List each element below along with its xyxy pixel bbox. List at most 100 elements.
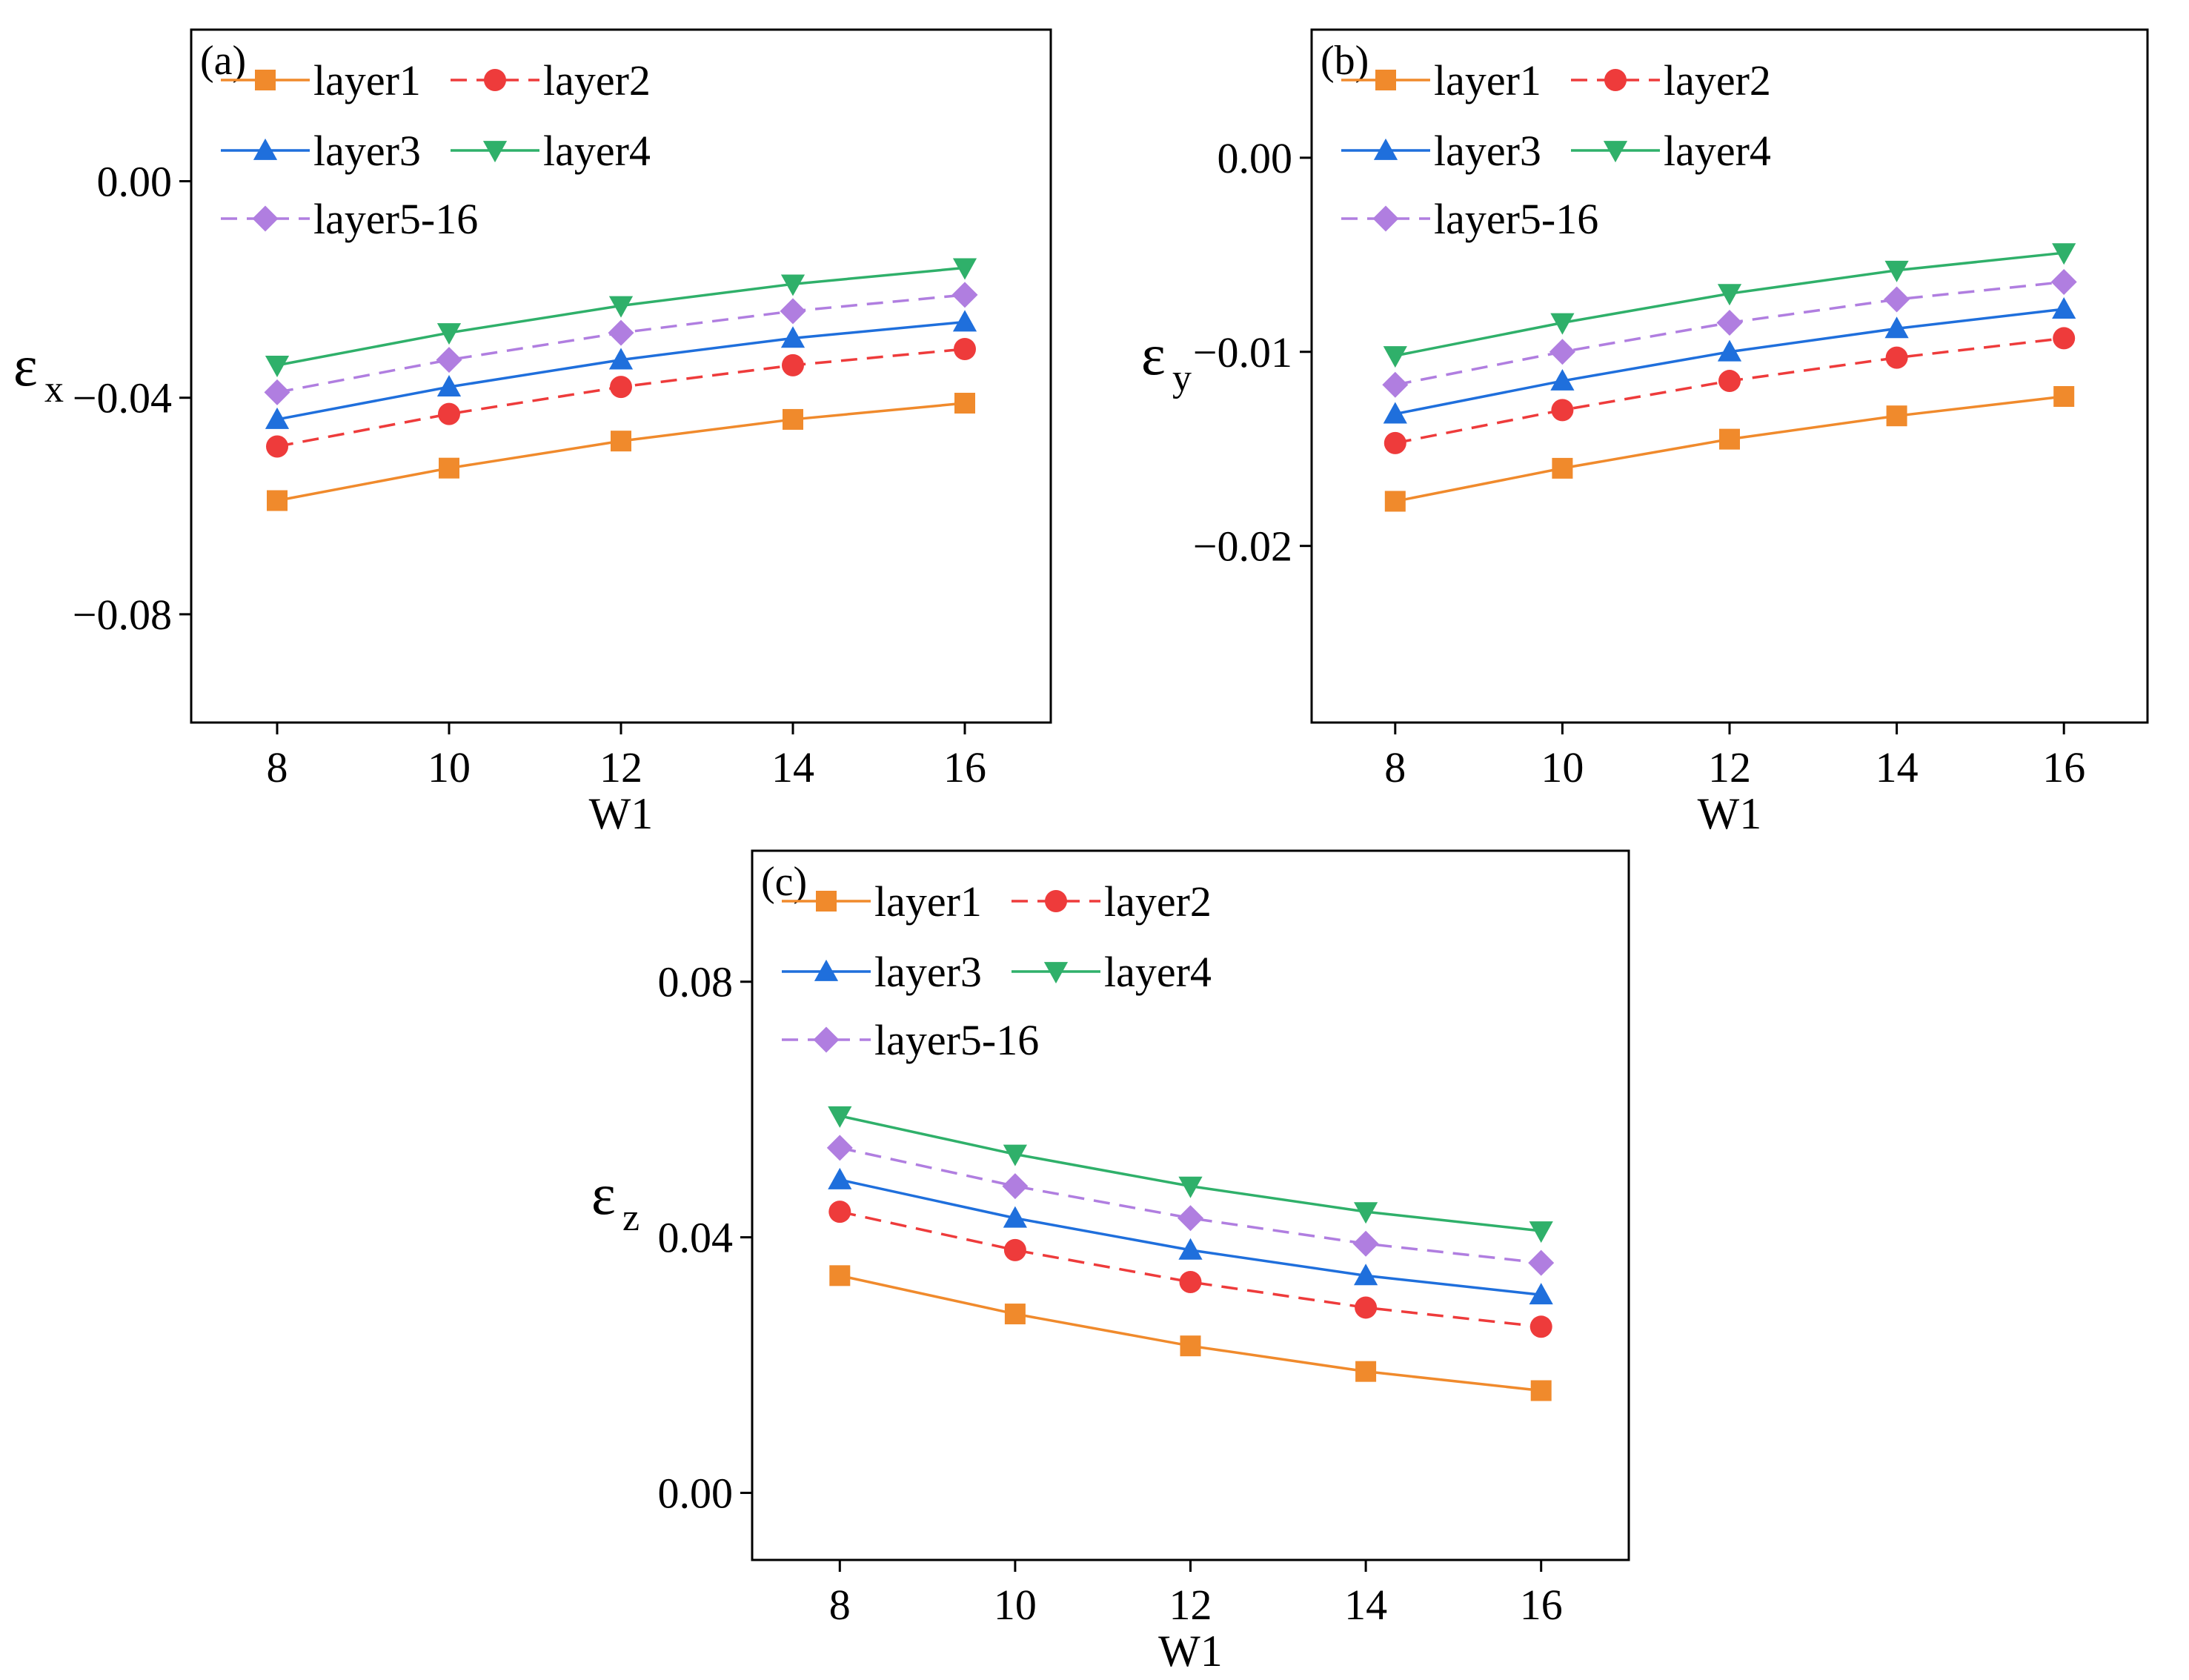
data-point-layer4 [1884, 260, 1909, 282]
y-axis-title: ε [1141, 322, 1166, 387]
data-point-layer1 [611, 431, 631, 452]
data-point-layer3 [952, 310, 977, 332]
legend-marker [252, 205, 279, 232]
data-point-layer5-16 [1177, 1205, 1203, 1232]
data-point-layer4 [436, 323, 462, 345]
legend-label: layer3 [874, 948, 982, 996]
legend-item-layer4: layer4 [451, 127, 651, 175]
data-point-layer1 [1552, 457, 1573, 479]
data-point-layer4 [1717, 284, 1742, 306]
data-point-layer4 [952, 258, 977, 280]
x-tick-label: 10 [1541, 743, 1584, 791]
data-point-layer2 [1003, 1238, 1026, 1261]
x-tick-label: 16 [2042, 743, 2085, 791]
data-point-layer2 [438, 402, 460, 425]
x-axis-title: W1 [1158, 1627, 1223, 1676]
y-tick-label: 0.08 [658, 958, 734, 1006]
legend-label: layer1 [874, 877, 982, 926]
data-point-layer2 [828, 1201, 851, 1224]
legend-marker [1045, 890, 1067, 912]
legend-label: layer1 [1434, 56, 1541, 104]
data-point-layer3 [1884, 316, 1909, 339]
data-point-layer1 [1384, 491, 1406, 512]
series-line-layer5-16 [839, 1146, 1541, 1264]
data-point-layer1 [1719, 428, 1740, 450]
legend-item-layer5-16: layer5-16 [221, 195, 478, 243]
data-point-layer5-16 [1549, 339, 1575, 365]
legend-marker [1373, 138, 1398, 160]
data-point-layer3 [265, 407, 290, 429]
panel-a: 8 10 12 14 16 0.00 −0.04 −0.08 W1 ε x (a) layer1 laye… [13, 28, 1052, 838]
data-point-layer5-16 [1352, 1230, 1379, 1257]
legend-item-layer1: layer1 [782, 877, 982, 926]
y-tick-label: −0.01 [1193, 328, 1292, 376]
legend-item-layer3: layer3 [221, 127, 421, 175]
legend-item-layer2: layer2 [1571, 56, 1771, 104]
data-point-layer5-16 [780, 298, 806, 325]
legend-label: layer5-16 [313, 195, 478, 243]
x-tick-label: 8 [1384, 743, 1406, 791]
data-point-layer1 [783, 408, 803, 430]
legend-marker [816, 891, 837, 912]
data-point-layer2 [2053, 327, 2076, 350]
data-point-layer4 [1178, 1176, 1203, 1198]
data-point-layer5-16 [1002, 1173, 1029, 1200]
panel-label: (b) [1321, 38, 1369, 84]
panel-b: 8 10 12 14 16 0.00 −0.01 −0.02 W1 ε y (b) layer1 laye… [1141, 28, 2149, 838]
legend-item-layer2: layer2 [1012, 877, 1212, 926]
legend-label: layer4 [1104, 948, 1212, 996]
y-tick-label: 0.00 [1218, 134, 1293, 182]
legend-item-layer4: layer4 [1012, 948, 1212, 996]
panel-label: (c) [761, 859, 807, 905]
data-point-layer4 [1354, 1202, 1378, 1224]
data-point-layer5-16 [608, 319, 634, 346]
legend-marker [1604, 69, 1627, 91]
legend-label: layer5-16 [874, 1016, 1039, 1064]
legend-item-layer2: layer2 [451, 56, 651, 104]
data-point-layer2 [610, 376, 632, 399]
legend-label: layer4 [1664, 127, 1771, 175]
data-point-layer1 [1530, 1380, 1552, 1401]
x-tick-label: 14 [771, 743, 814, 791]
legend-item-layer3: layer3 [1341, 127, 1541, 175]
data-point-layer3 [1178, 1238, 1203, 1260]
data-point-layer2 [1885, 346, 1908, 369]
legend-item-layer3: layer3 [782, 948, 982, 996]
x-tick-label: 8 [267, 743, 288, 791]
y-axis-title-subscript: x [44, 368, 64, 411]
data-point-layer1 [267, 490, 288, 511]
data-point-layer4 [1529, 1221, 1553, 1244]
panel-c: 8 10 12 14 16 0.08 0.04 0.00 W1 ε z (c) layer1 layer2… [591, 849, 1630, 1676]
x-tick-label: 16 [943, 743, 986, 791]
legend-marker [482, 141, 508, 163]
y-tick-label: 0.04 [658, 1214, 734, 1262]
x-axis-title: W1 [1698, 789, 1762, 838]
data-point-layer3 [1717, 339, 1742, 362]
data-point-layer4 [2052, 243, 2076, 265]
legend-label: layer3 [313, 127, 421, 175]
data-point-layer1 [954, 393, 975, 414]
y-tick-label: −0.04 [73, 374, 172, 422]
data-point-layer5-16 [826, 1135, 853, 1161]
data-point-layer4 [1383, 346, 1407, 368]
data-point-layer5-16 [1884, 286, 1910, 313]
legend-marker [1372, 205, 1399, 232]
data-point-layer5-16 [436, 347, 462, 373]
legend-marker [1043, 962, 1069, 984]
data-point-layer3 [1354, 1264, 1378, 1286]
legend-item-layer5-16: layer5-16 [1341, 195, 1598, 243]
data-point-layer4 [265, 356, 290, 377]
data-point-layer3 [2052, 297, 2076, 319]
legend-item-layer1: layer1 [1341, 56, 1541, 104]
data-point-layer2 [1718, 370, 1741, 393]
data-point-layer2 [1551, 399, 1574, 422]
data-point-layer1 [2053, 386, 2075, 407]
data-point-layer1 [1004, 1304, 1026, 1325]
legend-label: layer5-16 [1434, 195, 1598, 243]
y-axis-title-subscript: y [1172, 357, 1192, 399]
series-line-layer1 [276, 402, 966, 502]
data-point-layer3 [1003, 1206, 1027, 1228]
legend-marker [1375, 70, 1396, 90]
legend-item-layer4: layer4 [1571, 127, 1771, 175]
